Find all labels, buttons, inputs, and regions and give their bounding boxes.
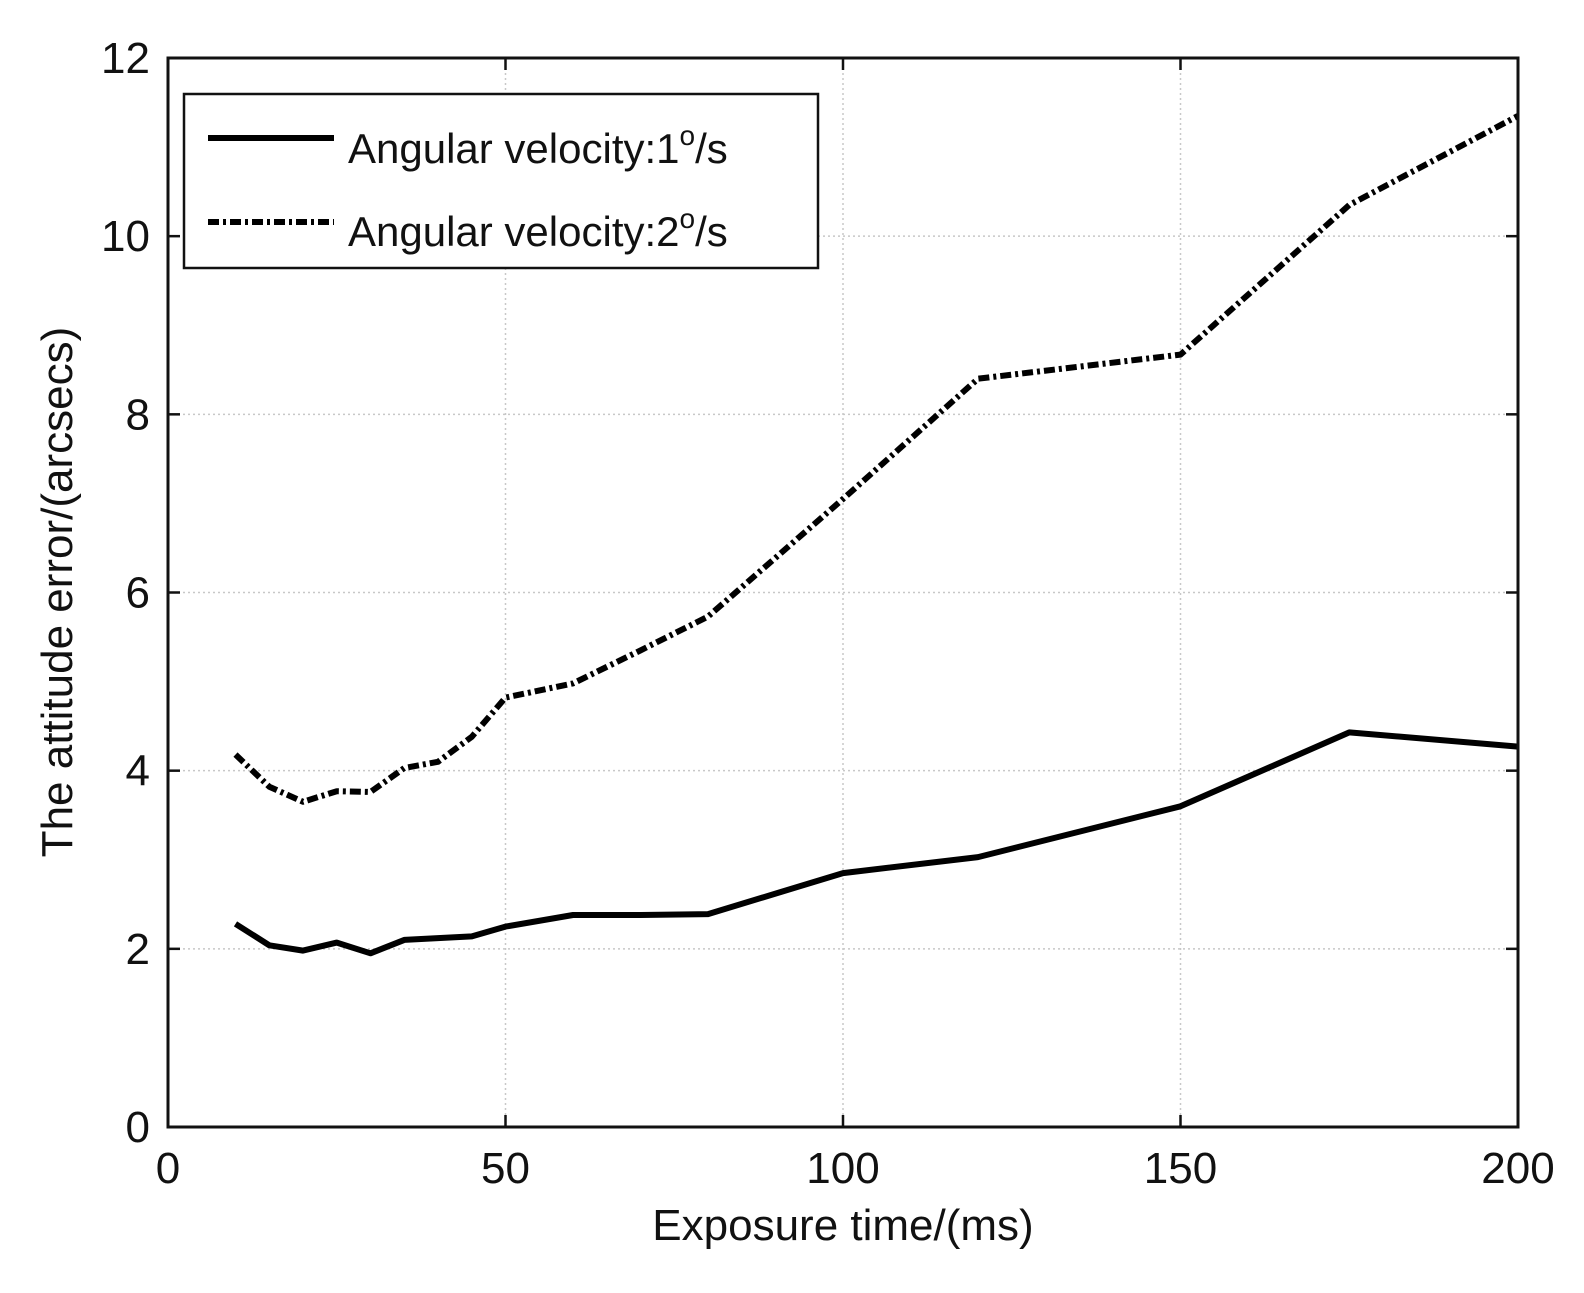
axis-ticks: 0 50 100 150 200 0 2 4 6 8 10 12 [101,34,1555,1193]
x-tick-label: 100 [806,1144,879,1193]
series-line-2 [233,113,1520,805]
y-axis-label: The attitude error/(arcsecs) [33,327,82,858]
legend-label-series-1-prefix: Angular velocity:1 [348,125,680,172]
legend-label-series-1-suffix: /s [695,125,728,172]
x-tick-label: 150 [1144,1144,1217,1193]
legend: Angular velocity:1o/s Angular velocity:2… [182,92,820,270]
series-line-1 [233,729,1519,957]
y-tick-label: 4 [126,747,150,796]
legend-label-series-1-degree: o [680,120,696,151]
legend-box [182,92,820,270]
series-lines [233,113,1520,957]
legend-label-series-2-prefix: Angular velocity:2 [348,208,680,255]
x-tick-label: 0 [156,1144,180,1193]
x-tick-label: 200 [1481,1144,1554,1193]
legend-label-series-1: Angular velocity:1o/s [348,120,728,172]
legend-label-series-2-suffix: /s [695,208,728,255]
y-tick-label: 6 [126,569,150,618]
x-tick-label: 50 [481,1144,530,1193]
legend-label-series-2: Angular velocity:2o/s [348,203,728,255]
y-tick-label: 10 [101,212,150,261]
y-tick-label: 12 [101,34,150,83]
y-tick-label: 0 [126,1103,150,1152]
y-tick-label: 2 [126,925,150,974]
x-axis-label: Exposure time/(ms) [652,1201,1033,1250]
y-tick-label: 8 [126,390,150,439]
legend-label-series-2-degree: o [680,203,696,234]
